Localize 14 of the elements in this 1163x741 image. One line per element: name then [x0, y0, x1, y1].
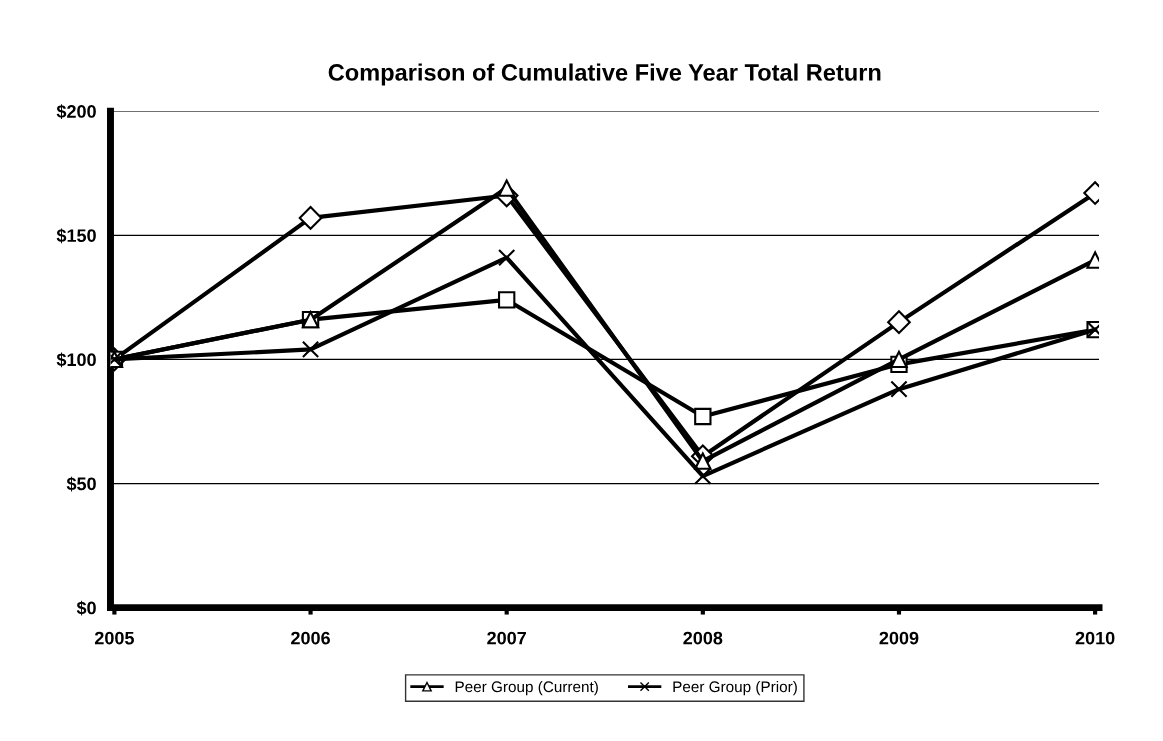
x-tick-label: 2010 [1075, 631, 1115, 645]
x-tick-label: 2005 [94, 631, 134, 645]
legend-label: Peer Group (Prior) [673, 680, 797, 696]
y-tick-label: $100 [56, 352, 96, 368]
y-tick-label: $50 [66, 476, 96, 492]
x-tick-label: 2009 [879, 631, 919, 645]
x-tick-label: 2008 [683, 631, 723, 645]
y-tick-label: $150 [56, 228, 96, 244]
x-tick-label: 2007 [487, 631, 526, 645]
chart-title: Comparison of Cumulative Five Year Total Return [328, 63, 881, 86]
y-tick-label: $200 [56, 104, 96, 120]
y-tick-label: $0 [76, 600, 96, 616]
legend-label: Peer Group (Current) [455, 680, 598, 696]
x-tick-label: 2006 [291, 631, 330, 645]
